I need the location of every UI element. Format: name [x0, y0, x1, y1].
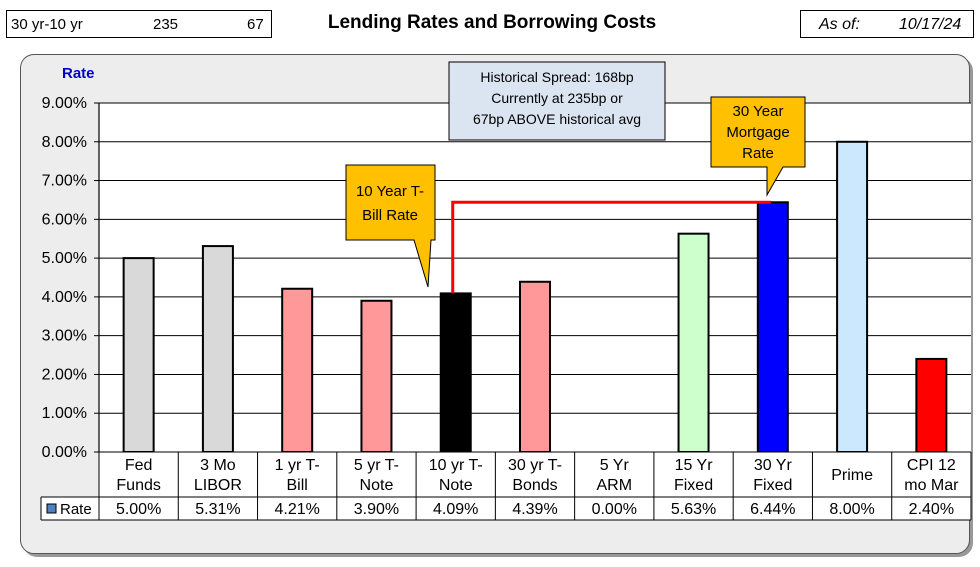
category-label: mo Mar [904, 477, 959, 494]
category-label: Bonds [512, 477, 557, 494]
category-label: Fed [125, 457, 153, 474]
category-label: Bill [287, 477, 308, 494]
category-label: Fixed [674, 477, 713, 494]
y-tick-label: 4.00% [42, 289, 87, 306]
data-table-value: 5.31% [195, 501, 240, 518]
data-table-value: 4.21% [274, 501, 319, 518]
data-table-value: 8.00% [829, 501, 874, 518]
data-table-value: 6.44% [750, 501, 795, 518]
category-label: 1 yr T- [275, 457, 320, 474]
spread-label: 30 yr-10 yr [11, 16, 83, 33]
y-tick-label: 0.00% [42, 444, 87, 461]
bar [677, 232, 710, 453]
y-tick-label: 1.00% [42, 405, 87, 422]
bar [439, 292, 472, 453]
callout-30yr-text: Mortgage [726, 124, 789, 141]
category-label: LIBOR [194, 477, 242, 494]
category-label: 15 Yr [675, 457, 714, 474]
as-of-label: As of: [819, 16, 860, 33]
callout-10yr [345, 164, 436, 288]
legend-marker [46, 503, 57, 514]
spread-annotation-text: Historical Spread: 168bp [480, 69, 634, 85]
category-label: Fixed [753, 477, 792, 494]
category-label: 10 yr T- [429, 457, 483, 474]
category-label: 30 yr T- [508, 457, 562, 474]
bar [360, 299, 393, 453]
data-table-categories-bg [99, 452, 971, 497]
category-label: Prime [831, 467, 873, 484]
bar [756, 201, 789, 453]
data-table-value: 5.00% [116, 501, 161, 518]
y-tick-label: 6.00% [42, 211, 87, 228]
callout-10yr-text: 10 Year T- [356, 183, 424, 200]
y-tick-label: 7.00% [42, 173, 87, 190]
category-label: 5 yr T- [354, 457, 399, 474]
category-label: ARM [596, 477, 632, 494]
as-of-box: As of: 10/17/24 [800, 10, 974, 38]
legend-series-name: Rate [60, 501, 92, 518]
bar [281, 287, 314, 453]
data-table-value: 4.39% [512, 501, 557, 518]
category-label: Note [439, 477, 473, 494]
spread-connector-line [451, 200, 771, 294]
bar [836, 140, 869, 453]
category-label: CPI 12 [907, 457, 956, 474]
data-table-value: 5.63% [671, 501, 716, 518]
y-tick-label: 3.00% [42, 328, 87, 345]
y-tick-label: 9.00% [42, 95, 87, 112]
category-label: Note [360, 477, 394, 494]
data-table-value: 0.00% [592, 501, 637, 518]
spread-current-value: 235 [153, 16, 179, 33]
callout-10yr-text: Bill Rate [362, 207, 418, 224]
bar [122, 257, 155, 453]
data-table-values-bg [41, 497, 971, 520]
category-label: Funds [116, 477, 160, 494]
data-table-value: 2.40% [909, 501, 954, 518]
bar [201, 245, 234, 453]
bar [915, 357, 948, 453]
category-label: 30 Yr [754, 457, 793, 474]
callout-30yr-text: Rate [742, 145, 774, 162]
y-tick-label: 8.00% [42, 134, 87, 151]
y-axis-label: Rate [62, 65, 95, 82]
data-table-value: 3.90% [354, 501, 399, 518]
data-table-value: 4.09% [433, 501, 478, 518]
spread-above-value: 67 [247, 16, 264, 33]
y-tick-label: 5.00% [42, 250, 87, 267]
spread-summary-box: 30 yr-10 yr 235 67 [6, 10, 272, 38]
page-title: Lending Rates and Borrowing Costs [327, 12, 657, 33]
as-of-date: 10/17/24 [899, 16, 962, 33]
spread-annotation-text: 67bp ABOVE historical avg [473, 111, 641, 127]
callout-30yr-text: 30 Year [733, 103, 784, 120]
callout-30yr [710, 96, 806, 197]
y-tick-label: 2.00% [42, 366, 87, 383]
spread-annotation-box [448, 61, 666, 141]
category-label: 5 Yr [600, 457, 630, 474]
category-label: 3 Mo [200, 457, 236, 474]
bar [519, 280, 551, 454]
spread-annotation-text: Currently at 235bp or [491, 90, 623, 106]
